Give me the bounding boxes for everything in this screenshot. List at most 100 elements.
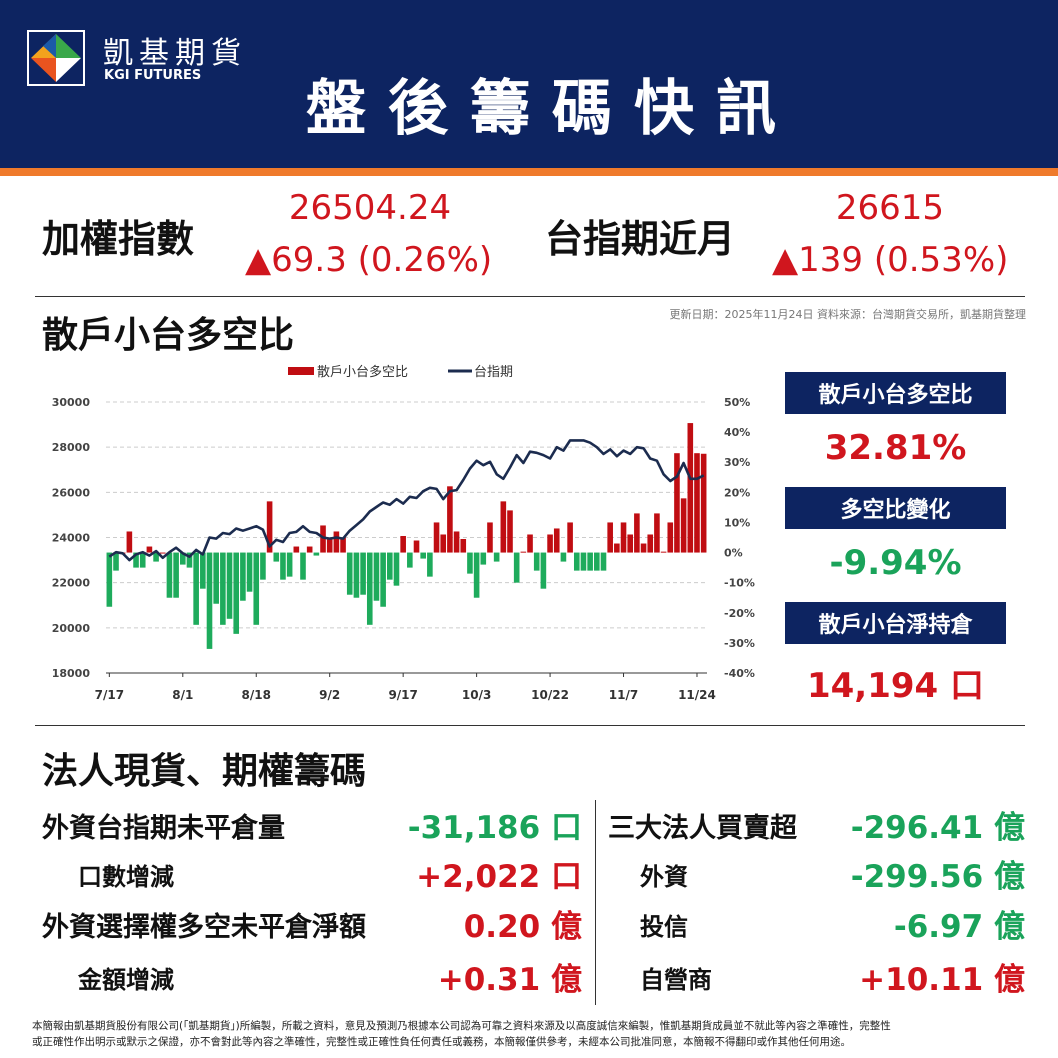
- ratio-bar: [627, 534, 634, 553]
- ratio-bar: [306, 546, 313, 553]
- card-position-value: 14,194 口: [806, 666, 985, 706]
- ratio-bar: [674, 453, 680, 553]
- ratio-bar: [380, 552, 386, 607]
- ratio-bar: [500, 501, 507, 553]
- right-tick-label: 40%: [724, 426, 750, 439]
- right-row-label: 外資: [640, 863, 688, 891]
- ratio-bar: [246, 552, 253, 592]
- ratio-bar: [333, 531, 340, 553]
- ratio-bar: [600, 552, 607, 571]
- ratio-bar: [607, 522, 613, 553]
- ratio-bar: [467, 552, 473, 574]
- ratio-bar: [407, 552, 413, 568]
- ratio-bar: [680, 498, 687, 553]
- page-title: 盤後籌碼快訊: [306, 74, 798, 144]
- card-position-label: 散戶小台淨持倉: [785, 602, 1006, 644]
- ratio-bar: [640, 543, 647, 553]
- txf-change: ▲139 (0.53%): [772, 240, 1009, 280]
- ratio-bar: [694, 453, 700, 553]
- left-tick-label: 20000: [52, 622, 91, 635]
- column-divider: [595, 800, 596, 1005]
- ratio-bar: [400, 535, 406, 553]
- right-tick-label: 20%: [724, 486, 750, 499]
- ratio-bar: [440, 534, 447, 553]
- ratio-bar: [620, 522, 627, 553]
- right-row-label: 三大法人買賣超: [608, 813, 797, 844]
- retail-ratio-chart: 30000 28000 26000 24000 22000 20000 18000 50% 40…: [52, 364, 755, 702]
- right-row-label: 投信: [640, 913, 688, 941]
- header-stripe: [0, 168, 1058, 176]
- x-tick-label: 10/3: [462, 688, 491, 702]
- card-change-value: -9.94%: [829, 543, 962, 583]
- ratio-bar: [220, 552, 226, 625]
- ratio-bar: [427, 552, 433, 577]
- ratio-bar: [346, 552, 353, 595]
- ratio-bar: [326, 537, 333, 553]
- ratio-bar: [654, 513, 660, 553]
- left-row-label: 金額增減: [78, 966, 174, 994]
- ratio-bar: [527, 534, 533, 553]
- ratio-bar: [453, 531, 460, 553]
- right-tick-label: 30%: [724, 456, 750, 469]
- ratio-bar: [340, 537, 346, 553]
- taiex-label: 加權指數: [42, 217, 195, 261]
- left-row-value: 0.20 億: [463, 909, 582, 945]
- ratio-bar: [413, 540, 420, 553]
- ratio-bar: [687, 423, 694, 553]
- ratio-bar: [233, 552, 240, 634]
- left-row-value: +2,022 口: [416, 859, 582, 895]
- divider: [35, 725, 1025, 726]
- ratio-bar: [139, 552, 146, 568]
- right-row-value: -299.56 億: [850, 859, 1025, 895]
- ratio-bar: [226, 552, 233, 619]
- ratio-bar: [387, 552, 393, 580]
- ratio-bar: [266, 501, 273, 553]
- left-row-value: +0.31 億: [437, 962, 582, 998]
- index-line: [108, 439, 705, 562]
- ratio-bar: [393, 552, 400, 586]
- ratio-bar: [313, 552, 320, 556]
- right-tick-label: 50%: [724, 396, 750, 409]
- left-tick-label: 26000: [52, 486, 91, 499]
- ratio-bar: [206, 552, 213, 649]
- ratio-bar: [213, 552, 219, 604]
- right-tick-label: -30%: [724, 637, 755, 650]
- legend-index: 台指期: [474, 365, 513, 380]
- x-tick-label: 10/22: [531, 688, 569, 702]
- disclaimer-line-1: 本簡報由凱基期貨股份有限公司(「凱基期貨」)所編製，所載之資料，意見及預測乃根據…: [32, 1020, 891, 1032]
- disclaimer-line-2: 或正確性作出明示或默示之保證，亦不會對此等內容之準確性，完整性或正確性負任何責任…: [32, 1036, 851, 1048]
- ratio-bar: [300, 552, 306, 580]
- legend-swatch-ratio: [288, 367, 314, 375]
- ratio-bar: [146, 546, 153, 553]
- ratio-bar: [133, 552, 139, 568]
- ratio-bar: [159, 552, 166, 554]
- ratio-bar: [240, 552, 246, 601]
- right-tick-label: -20%: [724, 607, 755, 620]
- x-tick-label: 9/17: [388, 688, 417, 702]
- ratio-bar: [634, 513, 640, 553]
- ratio-bar: [487, 522, 493, 553]
- ratio-bar: [567, 522, 573, 553]
- ratio-bar: [560, 552, 567, 562]
- ratio-bar: [667, 522, 674, 553]
- left-tick-label: 22000: [52, 577, 91, 590]
- ratio-bar: [540, 552, 547, 589]
- ratio-bar: [647, 534, 654, 553]
- left-row-label: 外資台指期未平倉量: [42, 813, 285, 844]
- ratio-bar: [273, 552, 280, 562]
- ratio-bar: [260, 552, 266, 580]
- ratio-bar: [594, 552, 600, 571]
- x-tick-label: 8/1: [172, 688, 193, 702]
- right-tick-label: 10%: [724, 516, 750, 529]
- ratio-bar: [353, 552, 360, 598]
- ratio-bar: [286, 552, 293, 577]
- update-note: 更新日期：2025年11月24日 資料來源：台灣期貨交易所，凱基期貨整理: [669, 308, 1026, 321]
- ratio-bar: [700, 453, 707, 553]
- right-row-value: -296.41 億: [850, 810, 1025, 846]
- right-row-value: +10.11 億: [859, 962, 1025, 998]
- left-tick-label: 24000: [52, 532, 91, 545]
- x-tick-label: 11/24: [678, 688, 716, 702]
- ratio-bar: [520, 551, 527, 553]
- right-tick-label: 0%: [724, 547, 743, 560]
- x-tick-label: 11/7: [609, 688, 638, 702]
